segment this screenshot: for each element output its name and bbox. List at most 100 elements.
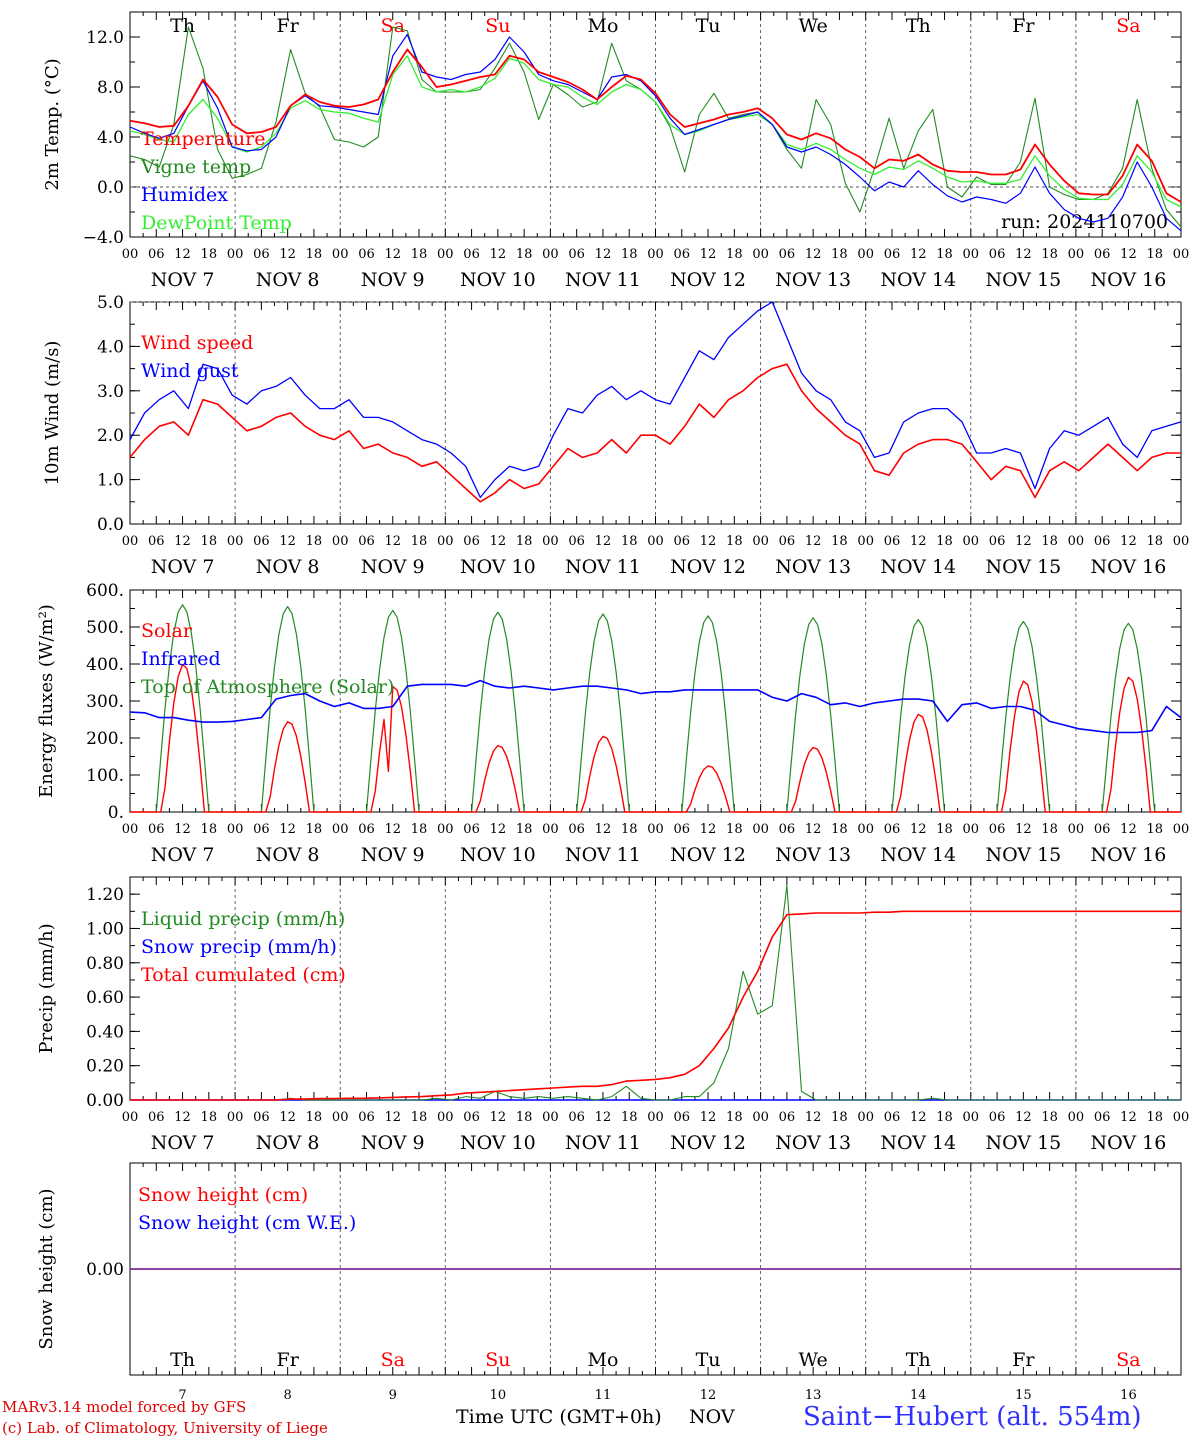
weekday-label: Th xyxy=(906,15,931,37)
panel-2 xyxy=(129,301,1182,525)
hour-label: 18 xyxy=(621,822,638,837)
hour-label: 00 xyxy=(752,247,769,262)
hour-label: 06 xyxy=(463,534,480,549)
y-tick-label: 600. xyxy=(86,581,124,601)
hour-label: 18 xyxy=(936,822,953,837)
hour-label: 06 xyxy=(989,247,1006,262)
hour-label: 18 xyxy=(1146,247,1163,262)
weekday-label: Fr xyxy=(1012,15,1035,37)
y-tick-label: 0.40 xyxy=(86,1022,124,1042)
hour-label: 12 xyxy=(1120,822,1137,837)
run-label: run: 2024110700 xyxy=(1001,211,1168,233)
hour-label: 18 xyxy=(1146,534,1163,549)
y-tick-label: 100. xyxy=(86,766,124,786)
hour-label: 18 xyxy=(1146,822,1163,837)
day-number-label: 10 xyxy=(490,1388,507,1403)
hour-label: 00 xyxy=(122,1110,139,1125)
hour-label: 00 xyxy=(1068,822,1085,837)
hour-label: 06 xyxy=(779,534,796,549)
date-label: NOV 7 xyxy=(151,1132,215,1154)
infrared-line xyxy=(129,679,1182,734)
date-label: NOV 8 xyxy=(256,269,320,291)
hour-label: 12 xyxy=(805,822,822,837)
date-label: NOV 9 xyxy=(361,844,425,866)
hour-label: 18 xyxy=(201,534,218,549)
hour-label: 18 xyxy=(1041,1110,1058,1125)
legend-entry: Total cumulated (cm) xyxy=(141,964,346,986)
date-label: NOV 10 xyxy=(460,844,536,866)
hour-label: 12 xyxy=(910,534,927,549)
hour-label: 06 xyxy=(358,822,375,837)
hour-label: 06 xyxy=(463,822,480,837)
hour-label: 12 xyxy=(490,534,507,549)
hour-label: 06 xyxy=(779,247,796,262)
hour-label: 00 xyxy=(542,822,559,837)
hour-label: 18 xyxy=(621,1110,638,1125)
y-tick-label: 200. xyxy=(86,729,124,749)
hour-label: 00 xyxy=(1068,534,1085,549)
y-tick-label: 4.0 xyxy=(97,337,124,357)
hour-label: 12 xyxy=(490,247,507,262)
hour-label: 00 xyxy=(227,822,244,837)
date-label: NOV 12 xyxy=(670,844,746,866)
hour-label: 18 xyxy=(411,534,428,549)
hour-label: 00 xyxy=(647,534,664,549)
panel-frame xyxy=(129,11,1182,238)
date-label: NOV 15 xyxy=(985,556,1061,578)
day-number-label: 9 xyxy=(389,1388,397,1403)
weekday-label: Tu xyxy=(696,15,721,37)
legend-entry: Wind speed xyxy=(141,332,253,354)
date-label: NOV 10 xyxy=(460,269,536,291)
y-tick-label: 0.80 xyxy=(86,954,124,974)
legend-entry: Solar xyxy=(141,620,193,642)
weekday-label: Fr xyxy=(1012,1349,1035,1371)
hour-label: 12 xyxy=(1120,247,1137,262)
y-tick-label: 12.0 xyxy=(86,28,124,48)
weekday-label: Fr xyxy=(277,15,300,37)
hour-label: 00 xyxy=(647,1110,664,1125)
hour-label: 06 xyxy=(1094,247,1111,262)
y-axis-label: Energy fluxes (W/m²) xyxy=(36,604,57,798)
hour-label: 18 xyxy=(201,1110,218,1125)
hour-label: 00 xyxy=(963,534,980,549)
weekday-label: Sa xyxy=(381,1349,405,1371)
weekday-label: We xyxy=(799,15,828,37)
hour-label: 12 xyxy=(910,247,927,262)
hour-label: 06 xyxy=(989,822,1006,837)
legend-entry: Temperature xyxy=(141,128,265,150)
legend-entry: Liquid precip (mm/h) xyxy=(141,908,345,930)
weekday-label: We xyxy=(799,1349,828,1371)
hour-label: 06 xyxy=(358,247,375,262)
hour-label: 06 xyxy=(1094,1110,1111,1125)
date-label: NOV 15 xyxy=(985,1132,1061,1154)
hour-label: 12 xyxy=(174,247,191,262)
day-number-label: 11 xyxy=(595,1388,612,1403)
hour-label: 12 xyxy=(700,247,717,262)
day-number-label: 14 xyxy=(910,1388,927,1403)
hour-label: 06 xyxy=(148,534,165,549)
hour-label: 18 xyxy=(831,534,848,549)
time-axis-label: Time UTC (GMT+0h) xyxy=(456,1406,662,1428)
hour-label: 00 xyxy=(1068,247,1085,262)
hour-label: 06 xyxy=(989,1110,1006,1125)
hour-label: 06 xyxy=(674,822,691,837)
panel-3 xyxy=(129,589,1182,813)
hour-label: 12 xyxy=(1015,1110,1032,1125)
hour-label: 12 xyxy=(384,822,401,837)
y-tick-label: 0. xyxy=(108,803,124,823)
day-number-label: 7 xyxy=(178,1388,186,1403)
hour-label: 12 xyxy=(1015,534,1032,549)
y-tick-label: 4.0 xyxy=(97,128,124,148)
hour-label: 18 xyxy=(621,247,638,262)
hour-label: 18 xyxy=(936,1110,953,1125)
wind-speed-line xyxy=(129,363,1181,503)
y-tick-label: 0.00 xyxy=(86,1091,124,1111)
y-axis-label: Precip (mm/h) xyxy=(36,923,57,1053)
y-axis-label: Snow height (cm) xyxy=(36,1188,57,1349)
hour-label: 18 xyxy=(1041,822,1058,837)
hour-label: 00 xyxy=(542,1110,559,1125)
date-label: NOV 10 xyxy=(460,556,536,578)
date-label: NOV 9 xyxy=(361,269,425,291)
day-number-label: 15 xyxy=(1015,1388,1032,1403)
